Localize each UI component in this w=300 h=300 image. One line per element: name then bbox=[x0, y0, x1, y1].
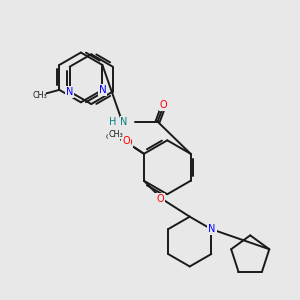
Text: O: O bbox=[159, 100, 167, 110]
Text: O: O bbox=[125, 138, 133, 148]
Text: O: O bbox=[157, 194, 164, 204]
Text: CH₃: CH₃ bbox=[109, 130, 123, 139]
Text: N: N bbox=[208, 224, 216, 234]
Text: N: N bbox=[120, 117, 128, 127]
Text: H: H bbox=[109, 117, 117, 127]
Text: CH₃: CH₃ bbox=[33, 91, 48, 100]
Text: O: O bbox=[122, 136, 130, 146]
Text: N: N bbox=[66, 87, 74, 97]
Text: OCH₃: OCH₃ bbox=[105, 134, 124, 140]
Text: N: N bbox=[99, 85, 106, 95]
